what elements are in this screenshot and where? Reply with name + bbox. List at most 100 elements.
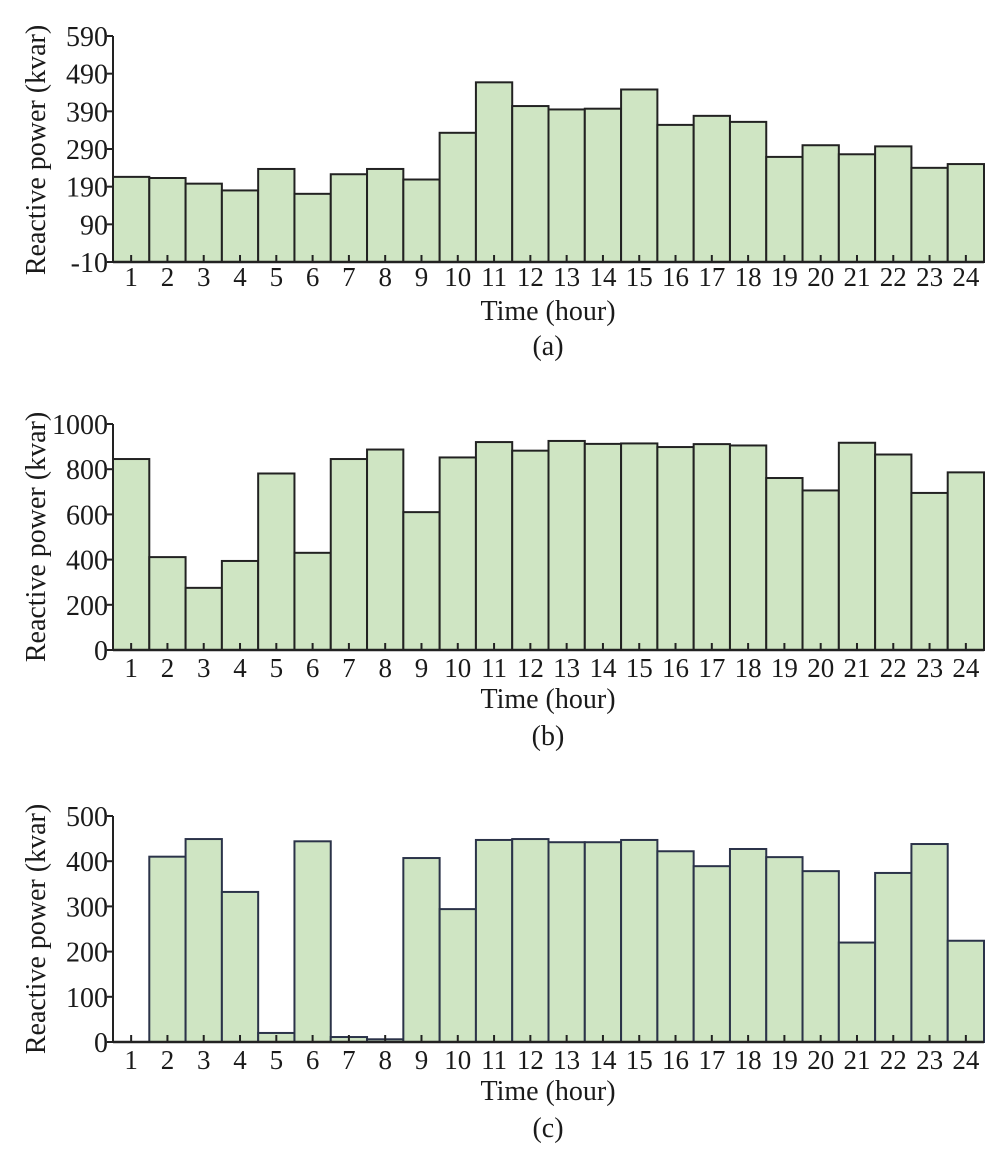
bar-23 xyxy=(910,166,949,263)
bar-6 xyxy=(293,551,332,652)
bar-16 xyxy=(656,446,695,651)
bar-15 xyxy=(620,442,659,651)
bar-9 xyxy=(402,511,441,652)
x-tick-label: 2 xyxy=(161,262,175,292)
y-tick-label: -10 xyxy=(71,248,108,279)
x-tick-label: 1 xyxy=(124,653,138,683)
x-tick-label: 16 xyxy=(662,262,689,292)
bar-10 xyxy=(438,131,477,263)
bar-19 xyxy=(765,477,804,651)
x-tick-label: 7 xyxy=(342,653,356,683)
bar-11 xyxy=(474,838,514,1043)
bar-10 xyxy=(438,456,477,651)
x-tick-label: 20 xyxy=(807,262,834,292)
y-tick-label: 500 xyxy=(66,802,108,833)
x-tick-label: 6 xyxy=(306,653,320,683)
x-tick-label: 2 xyxy=(161,653,175,683)
x-tick-label: 7 xyxy=(342,1045,356,1075)
bar-3 xyxy=(184,838,223,1043)
x-tick-label: 13 xyxy=(553,262,580,292)
bar-5 xyxy=(257,472,296,651)
bar-7 xyxy=(329,458,369,651)
bar-24 xyxy=(946,939,985,1044)
x-tick-label: 21 xyxy=(843,653,870,683)
bar-22 xyxy=(874,871,913,1044)
y-axis-title: Reactive power (kvar) xyxy=(21,804,52,1054)
panel-label: (b) xyxy=(532,721,565,752)
x-tick-label: 15 xyxy=(626,262,653,292)
y-tick-label: 90 xyxy=(80,210,108,241)
bar-22 xyxy=(874,453,913,652)
x-tick-label: 14 xyxy=(589,1045,617,1075)
bar-22 xyxy=(874,145,913,263)
bar-6 xyxy=(293,840,332,1044)
x-tick-label: 1 xyxy=(124,262,138,292)
x-tick-label: 15 xyxy=(626,653,653,683)
x-tick-label: 8 xyxy=(378,653,392,683)
x-tick-label: 24 xyxy=(952,1045,980,1075)
x-tick-label: 9 xyxy=(415,653,429,683)
x-tick-label: 24 xyxy=(952,653,980,683)
x-tick-label: 10 xyxy=(444,1045,471,1075)
bar-18 xyxy=(728,444,768,651)
bar-3 xyxy=(184,586,223,651)
bar-21 xyxy=(837,941,877,1043)
x-tick-label: 10 xyxy=(444,262,471,292)
y-axis-title: Reactive power (kvar) xyxy=(21,412,52,662)
y-tick-label: 1000 xyxy=(52,410,108,441)
bar-13 xyxy=(547,841,586,1043)
bar-5 xyxy=(257,167,296,263)
bar-11 xyxy=(474,81,514,263)
x-tick-label: 24 xyxy=(952,262,980,292)
bar-13 xyxy=(547,439,586,652)
x-axis-title: Time (hour) xyxy=(480,1076,615,1107)
x-tick-label: 12 xyxy=(517,653,544,683)
bar-1 xyxy=(112,175,151,263)
x-tick-label: 22 xyxy=(880,262,907,292)
y-tick-label: 390 xyxy=(66,97,108,128)
bar-14 xyxy=(583,442,623,651)
x-tick-label: 21 xyxy=(843,262,870,292)
bar-21 xyxy=(837,153,877,263)
bar-2 xyxy=(148,855,187,1043)
x-tick-label: 8 xyxy=(378,1045,392,1075)
x-tick-label: 4 xyxy=(233,1045,247,1075)
y-tick-label: 200 xyxy=(66,938,108,969)
x-tick-label: 5 xyxy=(270,262,284,292)
bar-23 xyxy=(910,843,949,1043)
bar-13 xyxy=(547,108,586,263)
y-tick-label: 290 xyxy=(66,135,108,166)
bar-1 xyxy=(112,458,151,651)
x-tick-label: 12 xyxy=(517,1045,544,1075)
bar-16 xyxy=(656,123,695,264)
y-tick-label: 400 xyxy=(66,847,108,878)
y-tick-label: 190 xyxy=(66,173,108,204)
x-tick-label: 11 xyxy=(481,1045,507,1075)
x-tick-label: 23 xyxy=(916,653,943,683)
bar-8 xyxy=(366,448,405,651)
bar-12 xyxy=(511,449,550,651)
x-tick-label: 5 xyxy=(270,653,284,683)
y-tick-label: 590 xyxy=(66,22,108,53)
x-tick-label: 11 xyxy=(481,653,507,683)
bar-24 xyxy=(946,471,985,652)
x-tick-label: 14 xyxy=(589,653,617,683)
x-tick-label: 23 xyxy=(916,1045,943,1075)
bar-15 xyxy=(620,838,659,1043)
x-tick-label: 23 xyxy=(916,262,943,292)
x-tick-label: 17 xyxy=(698,1045,725,1075)
x-tick-label: 3 xyxy=(197,653,211,683)
bar-19 xyxy=(765,856,804,1044)
y-tick-label: 0 xyxy=(94,636,108,667)
x-tick-label: 16 xyxy=(662,653,689,683)
x-tick-label: 13 xyxy=(553,653,580,683)
bar-9 xyxy=(402,178,441,263)
bar-17 xyxy=(692,114,731,263)
x-tick-label: 10 xyxy=(444,653,471,683)
bar-4 xyxy=(220,189,260,263)
bar-17 xyxy=(692,443,731,652)
x-axis-title: Time (hour) xyxy=(480,684,615,715)
x-tick-label: 4 xyxy=(233,262,247,292)
bar-4 xyxy=(220,559,260,651)
